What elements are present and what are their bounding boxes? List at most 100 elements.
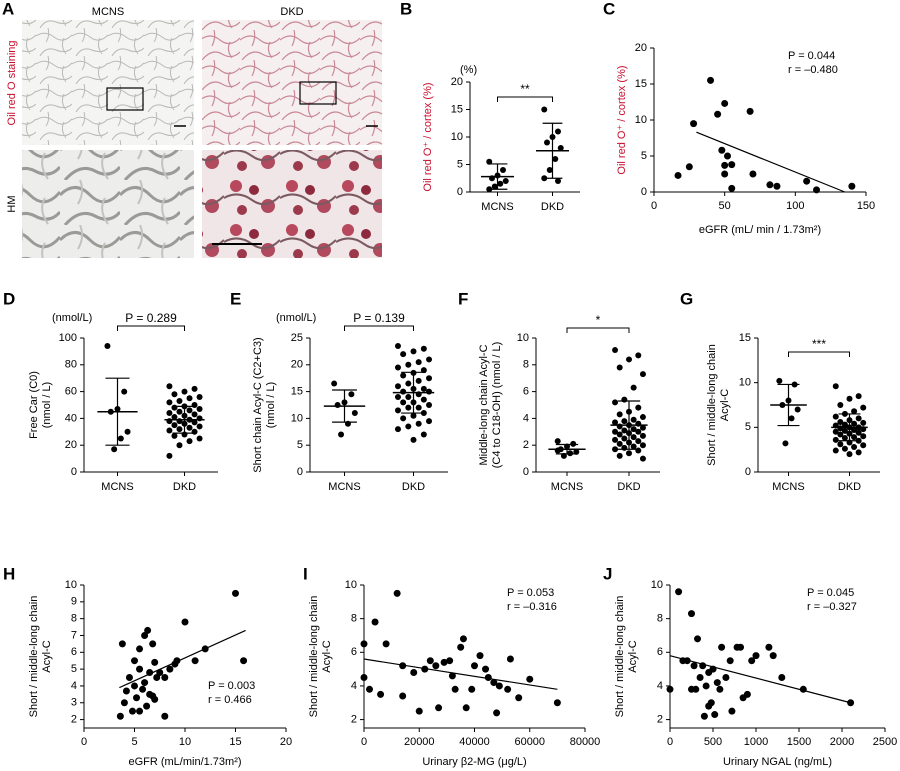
data-point (161, 712, 169, 720)
data-point (616, 440, 623, 447)
y-tick-label: 10 (517, 332, 529, 344)
significance-label: * (596, 313, 601, 327)
data-point (855, 393, 862, 400)
data-point (630, 434, 637, 441)
data-point (711, 711, 719, 719)
data-point (171, 404, 178, 411)
data-point (176, 408, 183, 415)
data-point (415, 420, 422, 427)
y-tick-label: 100 (59, 332, 77, 344)
data-point (635, 404, 642, 411)
data-point (131, 682, 138, 690)
x-tick-label: 0 (667, 736, 673, 748)
y-tick-label: 4 (71, 680, 77, 692)
x-tick-label: 5 (131, 736, 137, 748)
data-point (515, 694, 523, 702)
y-tick-label: 2 (523, 439, 529, 451)
x-tick-label: MCNS (551, 481, 583, 493)
panel-letter: F (458, 289, 468, 308)
data-point (432, 662, 440, 670)
data-point (191, 419, 198, 426)
data-point (191, 428, 198, 435)
data-point (721, 161, 729, 169)
y-tick-label: 5 (71, 663, 77, 675)
y-tick-label: 15 (739, 332, 751, 344)
data-point (186, 438, 193, 445)
y-tick-label: 80 (65, 359, 77, 371)
data-point (118, 640, 126, 648)
data-point (860, 419, 867, 426)
y-tick-label: 0 (641, 186, 647, 198)
data-point (722, 674, 730, 682)
x-axis-label: eGFR (mL/ min / 1.73m²) (699, 224, 821, 236)
data-point (674, 171, 682, 179)
y-tick-label: 10 (345, 579, 357, 591)
data-point (136, 707, 144, 715)
annotation: r = –0.327 (807, 601, 857, 613)
data-point (125, 674, 133, 682)
data-point (420, 431, 427, 438)
data-point (131, 657, 138, 665)
data-point (410, 668, 418, 676)
x-tick-label: 80000 (570, 736, 601, 748)
data-point (635, 438, 642, 445)
x-tick-label: 150 (857, 200, 875, 212)
y-axis-label: (nmol / L) (41, 382, 53, 428)
y-tick-label: 15 (291, 386, 303, 398)
data-point (420, 385, 427, 392)
data-point (400, 388, 407, 395)
data-point (743, 690, 751, 698)
data-point (749, 170, 757, 178)
y-tick-label: 7 (71, 629, 77, 641)
data-point (435, 704, 443, 712)
y-axis-label: Acyl-C (321, 640, 333, 672)
data-point (837, 418, 844, 425)
data-point (639, 414, 646, 421)
y-axis-label: Short / middle-long chain (308, 596, 320, 718)
panel-a: A MCNS DKD Oil red O staining HM (2, 0, 382, 258)
y-tick-label: 20 (451, 76, 463, 88)
data-point (415, 707, 423, 715)
data-point (124, 428, 131, 435)
data-point (690, 120, 698, 128)
data-point (394, 393, 401, 400)
data-point (400, 399, 407, 406)
data-point (851, 427, 858, 434)
column-label: DKD (280, 6, 303, 18)
data-point (723, 152, 731, 160)
x-tick-label: 15 (229, 736, 241, 748)
fit-line (669, 655, 851, 704)
x-tick-label: 10 (179, 736, 191, 748)
y-tick-label: 4 (657, 680, 663, 692)
data-point (166, 410, 173, 417)
data-point (136, 665, 144, 673)
y-tick-label: 8 (657, 613, 663, 625)
fit-line (696, 131, 846, 193)
data-point (457, 643, 465, 651)
micrograph (22, 150, 194, 258)
data-point (122, 687, 130, 695)
panel-letter: H (3, 564, 15, 583)
annotation: P = 0.003 (208, 680, 255, 692)
data-point (555, 128, 561, 135)
x-tick-label: 1500 (787, 736, 811, 748)
data-point (486, 158, 493, 165)
x-tick-label: DKD (838, 481, 861, 493)
data-point (616, 423, 623, 430)
micrograph (202, 150, 382, 258)
data-point (813, 186, 821, 194)
data-point (351, 410, 358, 417)
data-point (491, 183, 498, 190)
y-tick-label: 15 (635, 78, 647, 90)
data-point (778, 674, 786, 682)
data-point (181, 618, 189, 626)
x-tick-label: 1000 (744, 736, 768, 748)
data-point (196, 435, 203, 442)
data-point (410, 348, 417, 355)
data-point (393, 589, 401, 597)
data-point (426, 418, 433, 425)
data-point (705, 702, 713, 710)
data-point (626, 356, 632, 363)
data-point (860, 433, 867, 440)
y-tick-label: 8 (71, 613, 77, 625)
